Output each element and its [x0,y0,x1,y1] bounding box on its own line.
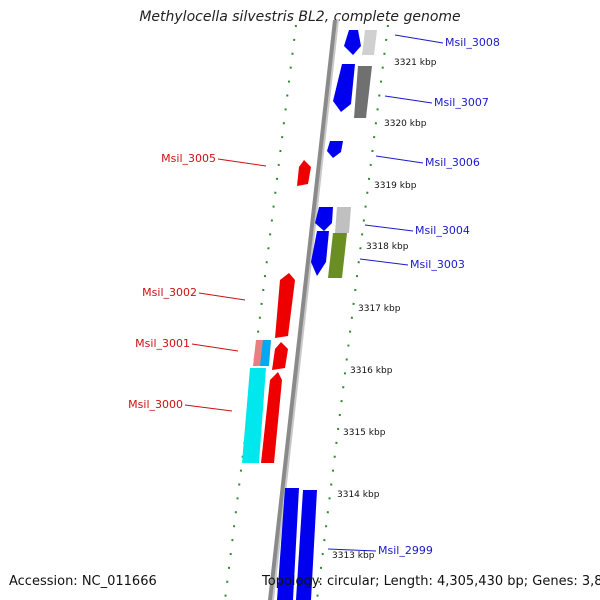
label-msil-2999[interactable]: Msil_2999 [378,544,433,557]
gene-msil-2999[interactable] [277,488,317,600]
label-msil-3005[interactable]: Msil_3005 [161,152,216,165]
forward-strand-genes [277,30,377,600]
gene-msil-3004[interactable] [315,207,351,233]
forward-gene-labels: Msil_3008 Msil_3007 Msil_3006 Msil_3004 … [327,34,500,557]
accession-text: Accession: NC_011666 [9,574,157,589]
gene-msil-3003[interactable] [311,231,347,278]
scale-label-3317: 3317 kbp [358,304,401,314]
genome-summary-text: Topology: circular; Length: 4,305,430 bp… [262,574,600,589]
gene-msil-3007[interactable] [333,64,372,118]
label-msil-3004[interactable]: Msil_3004 [415,224,470,237]
scale-label-3315: 3315 kbp [343,428,386,438]
reverse-strand-genes [242,160,311,463]
genome-backbone [268,20,339,600]
gene-msil-3006[interactable] [327,141,343,158]
gene-msil-3005[interactable] [297,160,311,186]
label-msil-3007[interactable]: Msil_3007 [434,96,489,109]
scale-label-3321: 3321 kbp [394,58,437,68]
scale-label-3314: 3314 kbp [337,490,380,500]
scale-label-3319: 3319 kbp [374,181,417,191]
scale-label-3320: 3320 kbp [384,119,427,129]
label-msil-3001[interactable]: Msil_3001 [135,337,190,350]
label-msil-3000[interactable]: Msil_3000 [128,398,183,411]
gene-msil-3002[interactable] [275,273,295,338]
label-msil-3006[interactable]: Msil_3006 [425,156,480,169]
scale-label-3318: 3318 kbp [366,242,409,252]
label-msil-3003[interactable]: Msil_3003 [410,258,465,271]
reverse-gene-labels: Msil_3005 Msil_3002 Msil_3001 Msil_3000 [128,152,267,412]
gene-msil-3008[interactable] [344,30,377,55]
scale-label-3316: 3316 kbp [350,366,393,376]
gene-msil-3000[interactable] [242,368,282,463]
label-msil-3008[interactable]: Msil_3008 [445,36,500,49]
scale-labels: 3321 kbp 3320 kbp 3319 kbp 3318 kbp 3317… [332,58,437,561]
scale-label-3313: 3313 kbp [332,551,375,561]
gene-msil-3001[interactable] [253,340,288,370]
label-msil-3002[interactable]: Msil_3002 [142,286,197,299]
genome-title: Methylocella silvestris BL2, complete ge… [139,9,461,25]
